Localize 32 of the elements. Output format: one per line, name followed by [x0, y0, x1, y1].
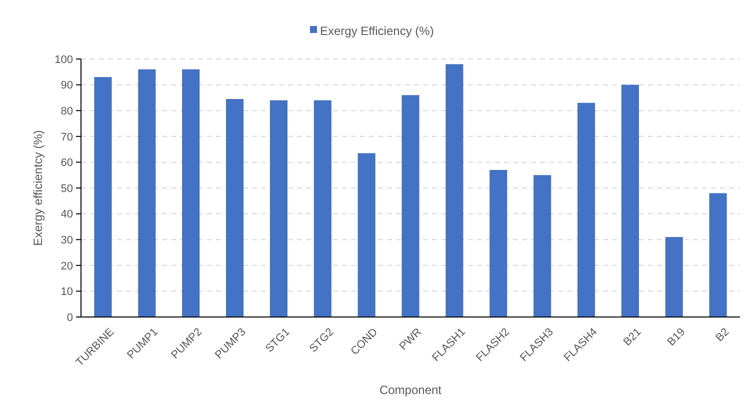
bar: [709, 193, 727, 317]
y-tick-label: 80: [60, 105, 73, 118]
bar: [621, 84, 639, 317]
bar: [94, 77, 112, 317]
y-tick-label: 60: [60, 157, 73, 170]
y-tick-label: 10: [60, 286, 73, 298]
bar: [490, 170, 508, 317]
y-tick-label: 20: [60, 260, 73, 272]
bar: [314, 100, 332, 317]
y-axis-title: Exergy efficientcy (%): [31, 130, 45, 246]
y-tick-label: 70: [60, 131, 73, 144]
bar: [446, 64, 464, 317]
legend-label: Exergy Efficiency (%): [320, 24, 434, 38]
x-axis-title: Component: [379, 383, 442, 397]
bar: [182, 69, 200, 317]
bar: [358, 153, 376, 317]
y-tick-label: 90: [60, 80, 73, 92]
y-tick-label: 30: [60, 234, 73, 246]
y-tick-label: 50: [60, 182, 73, 195]
bar: [138, 69, 156, 317]
bar: [534, 175, 552, 317]
x-tick-label: B2: [714, 326, 732, 344]
bar: [270, 100, 288, 317]
x-tick-label: B19: [665, 326, 688, 348]
y-tick-label: 0: [66, 312, 73, 324]
bar: [226, 98, 244, 317]
y-tick-label: 100: [54, 54, 73, 66]
bar: [402, 95, 420, 317]
bar: [665, 237, 683, 317]
y-tick-label: 40: [60, 208, 73, 221]
x-tick-label: B21: [621, 326, 644, 348]
bar: [577, 102, 596, 317]
